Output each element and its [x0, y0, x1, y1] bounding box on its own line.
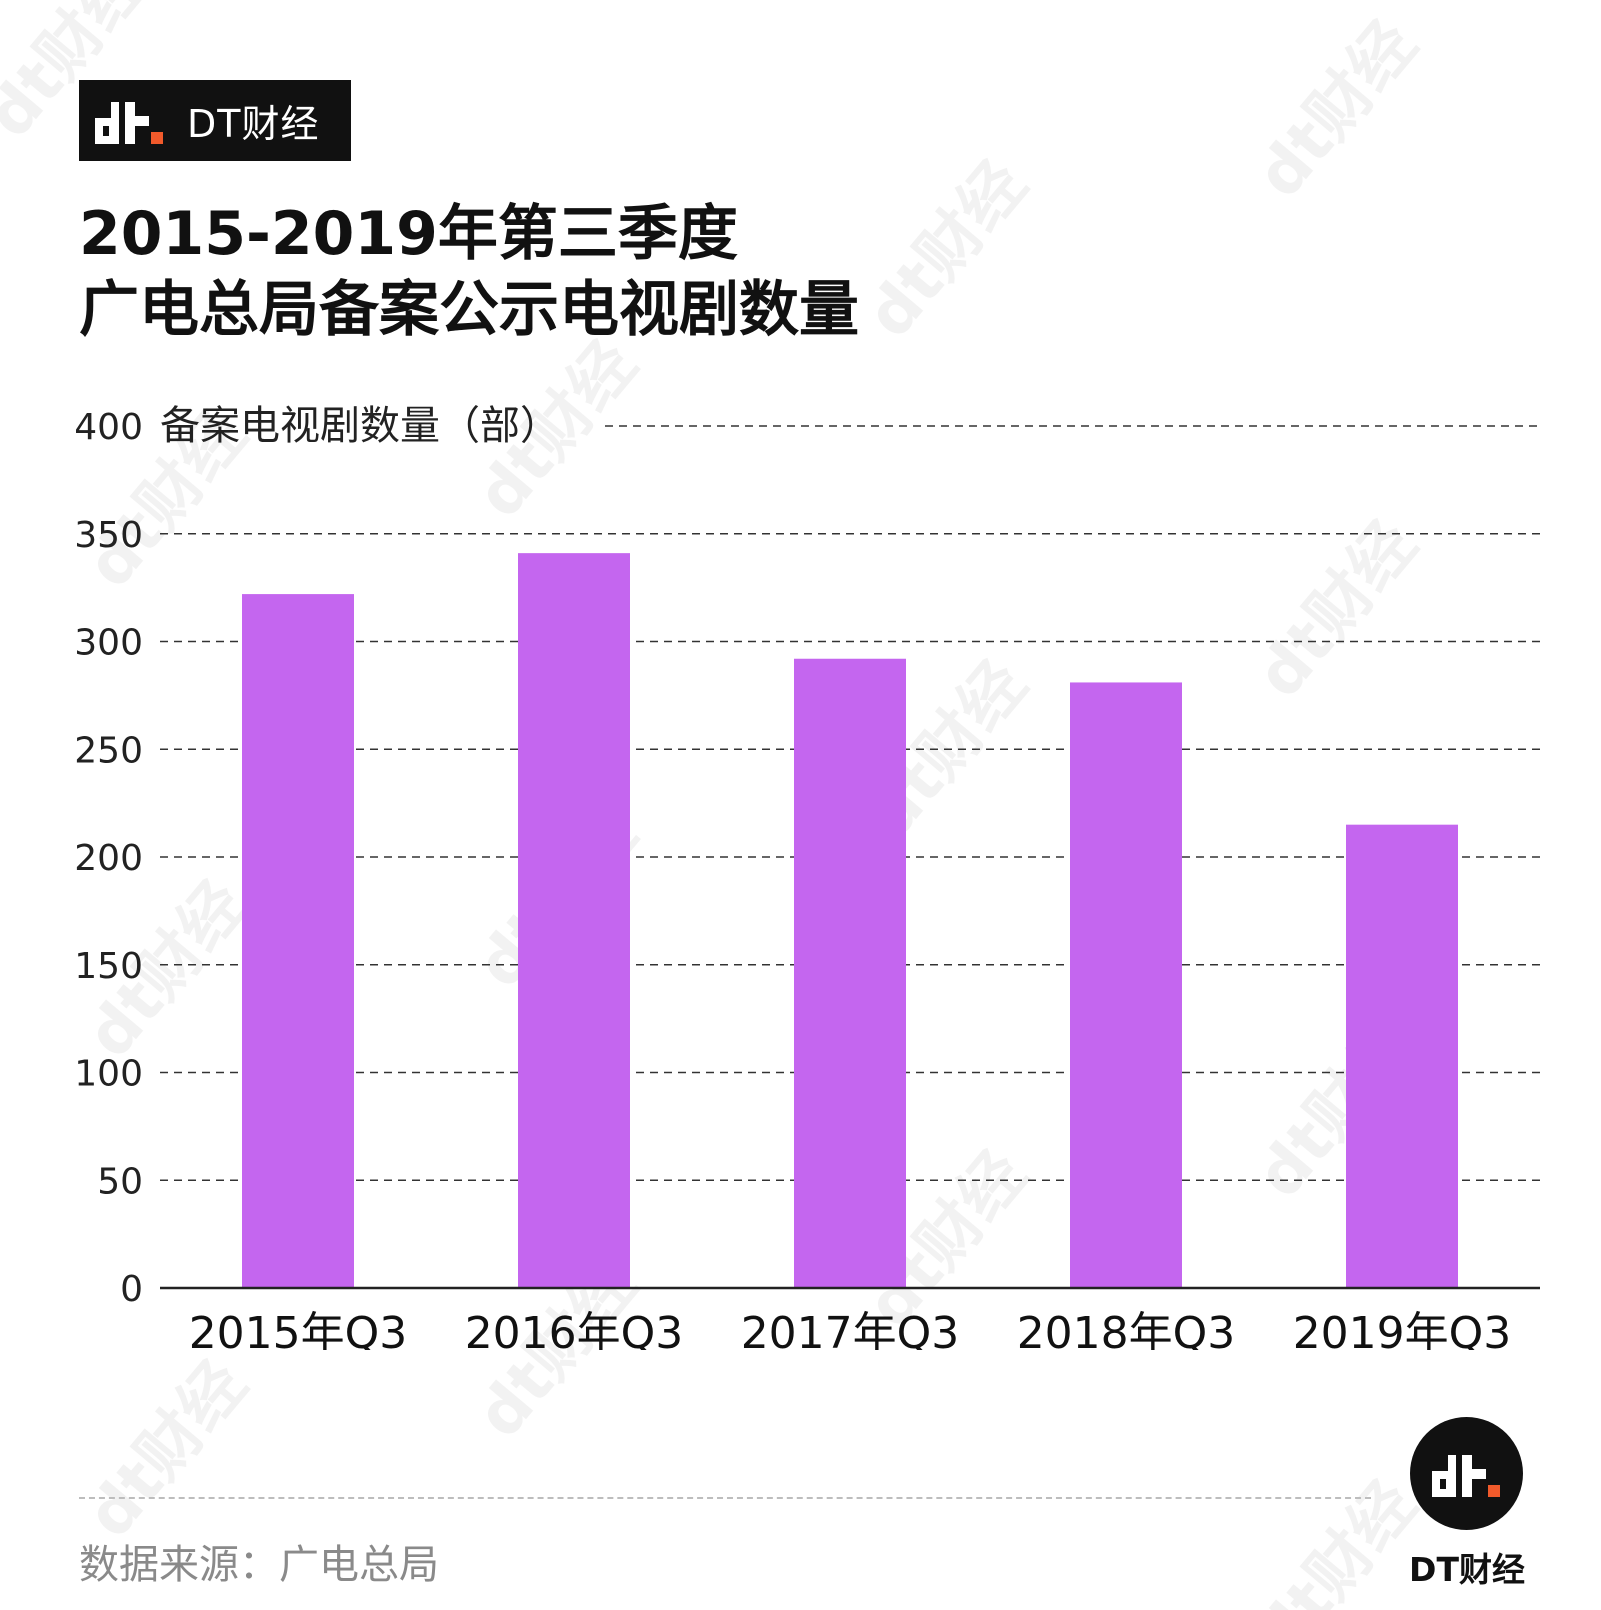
watermark-text: dt财经 — [1242, 7, 1431, 212]
chart-title: 2015-2019年第三季度 广电总局备案公示电视剧数量 — [79, 196, 859, 348]
dt-circle-logo-icon — [1410, 1417, 1523, 1530]
chart-title-line-2: 广电总局备案公示电视剧数量 — [79, 275, 859, 345]
brand-logo-box: DT财经 — [79, 80, 351, 161]
x-tick-label: 2018年Q3 — [1017, 1308, 1236, 1350]
y-tick-label: 150 — [74, 946, 143, 987]
x-tick-label: 2016年Q3 — [465, 1308, 684, 1350]
y-tick-label: 200 — [74, 838, 143, 879]
x-tick-label: 2015年Q3 — [189, 1308, 408, 1350]
brand-name: DT财经 — [187, 102, 320, 146]
bar-2018年Q3 — [1070, 682, 1182, 1288]
bar-2019年Q3 — [1346, 824, 1458, 1288]
y-tick-label: 250 — [74, 730, 143, 771]
y-tick-label: 50 — [97, 1161, 143, 1202]
y-tick-label: 0 — [120, 1269, 143, 1310]
watermark-text: dt财经 — [852, 147, 1041, 352]
x-tick-label: 2017年Q3 — [741, 1308, 960, 1350]
bar-2016年Q3 — [518, 553, 630, 1288]
dt-logo-icon — [1431, 1454, 1500, 1497]
y-tick-label: 100 — [74, 1054, 143, 1095]
y-tick-label: 400 — [74, 407, 143, 448]
watermark-text: dt财经 — [72, 1347, 261, 1552]
footer-divider — [79, 1497, 1371, 1499]
y-tick-label: 300 — [74, 623, 143, 664]
bar-2017年Q3 — [794, 658, 906, 1288]
dt-logo-dot — [151, 131, 163, 144]
footer-brand-label: DT财经 — [1409, 1550, 1525, 1589]
bar-2015年Q3 — [242, 594, 354, 1288]
x-tick-label: 2019年Q3 — [1293, 1308, 1512, 1350]
chart-title-line-1: 2015-2019年第三季度 — [79, 199, 738, 269]
y-axis-label: 备案电视剧数量（部） — [160, 403, 560, 449]
data-source-note: 数据来源：广电总局 — [79, 1542, 439, 1588]
dt-logo-icon — [95, 101, 163, 144]
y-tick-label: 350 — [74, 515, 143, 556]
bar-chart: 0 50 100 150 200 250 300 350 400 备案电视剧数量（部） 2015年Q… — [74, 403, 1540, 1350]
